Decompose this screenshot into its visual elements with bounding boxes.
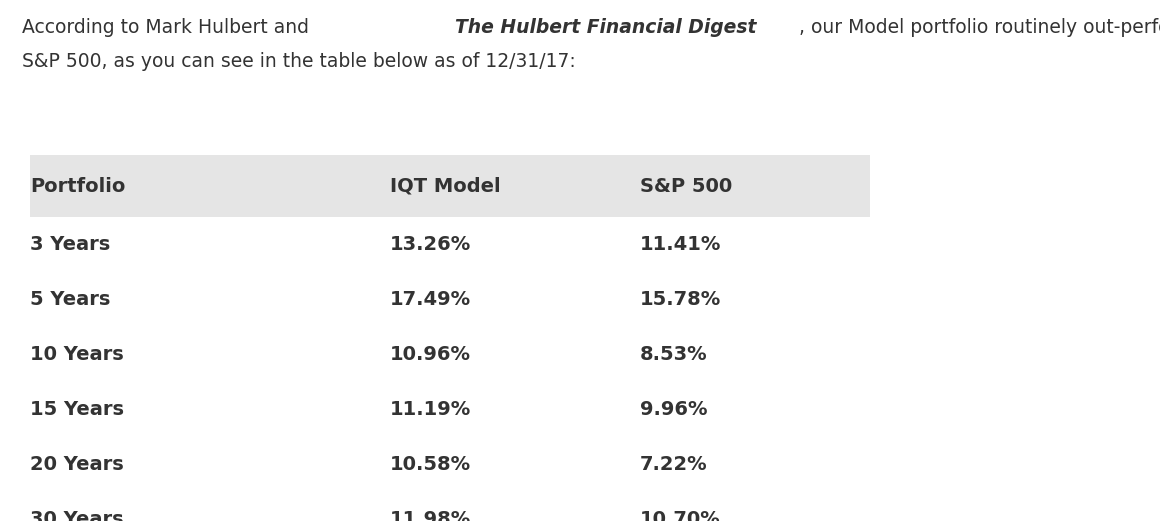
Text: The Hulbert Financial Digest: The Hulbert Financial Digest <box>455 18 756 37</box>
Text: 11.98%: 11.98% <box>390 510 471 521</box>
Text: , our Model portfolio routinely out-performs the: , our Model portfolio routinely out-perf… <box>799 18 1160 37</box>
Text: 10.58%: 10.58% <box>390 455 471 474</box>
Text: 10 Years: 10 Years <box>30 345 124 364</box>
Text: 8.53%: 8.53% <box>640 345 708 364</box>
Text: 11.19%: 11.19% <box>390 400 471 419</box>
Text: 15 Years: 15 Years <box>30 400 124 419</box>
Text: 7.22%: 7.22% <box>640 455 708 474</box>
Text: 20 Years: 20 Years <box>30 455 124 474</box>
Text: 30 Years: 30 Years <box>30 510 124 521</box>
Text: 3 Years: 3 Years <box>30 235 110 254</box>
Bar <box>30 155 870 217</box>
Text: IQT Model: IQT Model <box>390 177 501 195</box>
Text: 11.41%: 11.41% <box>640 235 722 254</box>
Text: Portfolio: Portfolio <box>30 177 125 195</box>
Text: 10.70%: 10.70% <box>640 510 720 521</box>
Text: 10.96%: 10.96% <box>390 345 471 364</box>
Text: S&P 500, as you can see in the table below as of 12/31/17:: S&P 500, as you can see in the table bel… <box>22 52 575 71</box>
Text: 5 Years: 5 Years <box>30 290 110 309</box>
Text: 9.96%: 9.96% <box>640 400 708 419</box>
Text: 15.78%: 15.78% <box>640 290 722 309</box>
Text: 13.26%: 13.26% <box>390 235 471 254</box>
Text: According to Mark Hulbert and: According to Mark Hulbert and <box>22 18 316 37</box>
Text: 17.49%: 17.49% <box>390 290 471 309</box>
Text: S&P 500: S&P 500 <box>640 177 732 195</box>
